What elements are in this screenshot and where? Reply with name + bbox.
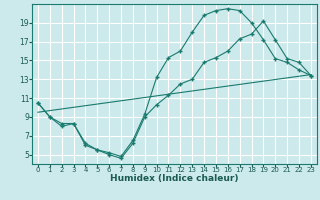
X-axis label: Humidex (Indice chaleur): Humidex (Indice chaleur)	[110, 174, 239, 183]
